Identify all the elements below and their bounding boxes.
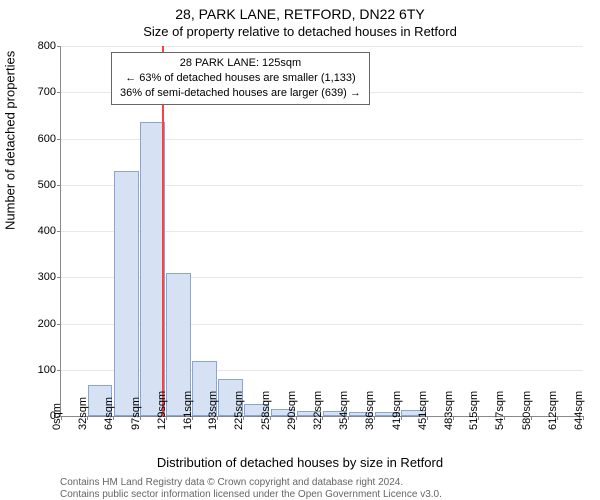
plot-area: 28 PARK LANE: 125sqm← 63% of detached ho… (60, 46, 583, 417)
y-tick-label: 700 (16, 86, 56, 98)
gridline (61, 46, 583, 47)
y-tick-label: 600 (16, 133, 56, 145)
y-tick (57, 231, 61, 232)
annotation-line: 36% of semi-detached houses are larger (… (120, 86, 361, 101)
footer-line1: Contains HM Land Registry data © Crown c… (60, 477, 403, 488)
y-tick (57, 139, 61, 140)
y-tick (57, 185, 61, 186)
y-tick-label: 500 (16, 179, 56, 191)
y-tick (57, 370, 61, 371)
chart-title-line1: 28, PARK LANE, RETFORD, DN22 6TY (0, 6, 600, 22)
y-tick-label: 300 (16, 271, 56, 283)
histogram-bar (114, 171, 139, 416)
annotation-line: ← 63% of detached houses are smaller (1,… (120, 71, 361, 86)
y-tick-label: 100 (16, 364, 56, 376)
y-tick (57, 46, 61, 47)
y-tick-label: 400 (16, 225, 56, 237)
footer-line2: Contains public sector information licen… (60, 489, 442, 500)
annotation-line: 28 PARK LANE: 125sqm (120, 56, 361, 71)
y-tick (57, 277, 61, 278)
y-tick (57, 324, 61, 325)
histogram-bar (140, 122, 165, 416)
x-axis-label: Distribution of detached houses by size … (0, 455, 600, 470)
chart-container: 28, PARK LANE, RETFORD, DN22 6TY Size of… (0, 0, 600, 500)
y-tick-label: 200 (16, 318, 56, 330)
y-tick-label: 0 (16, 410, 56, 422)
chart-title-line2: Size of property relative to detached ho… (0, 24, 600, 39)
y-tick-label: 800 (16, 40, 56, 52)
annotation-box: 28 PARK LANE: 125sqm← 63% of detached ho… (111, 52, 370, 105)
y-tick (57, 92, 61, 93)
